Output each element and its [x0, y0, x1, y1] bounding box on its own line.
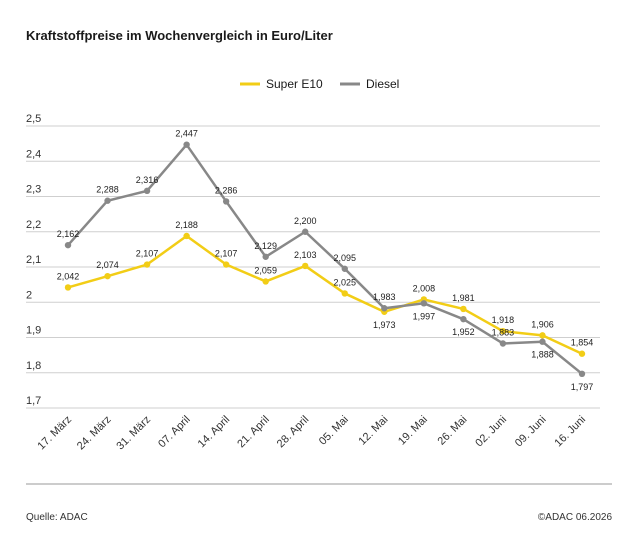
data-label: 2,200: [294, 216, 317, 226]
data-label: 2,129: [254, 241, 277, 251]
data-point: [143, 187, 151, 195]
y-tick-label: 1,9: [26, 325, 41, 337]
x-tick-label: 28. April: [275, 414, 312, 451]
data-label: 1,854: [571, 338, 594, 348]
source-note: Quelle: ADAC: [26, 512, 88, 523]
y-tick-label: 1,7: [26, 395, 41, 407]
x-tick-label: 16. Juni: [552, 414, 588, 450]
x-axis-ticks: 17. März 24. März 31. März 07. April 14. Apr…: [35, 414, 588, 453]
data-point: [104, 272, 111, 280]
data-label: 1,918: [492, 315, 515, 325]
data-point: [302, 228, 309, 235]
data-point: [262, 253, 269, 260]
x-tick-label: 26. Mai: [436, 414, 470, 448]
x-tick-label: 24. März: [75, 414, 114, 453]
data-point: [222, 198, 230, 205]
data-point: [341, 290, 348, 297]
data-label: 2,286: [215, 185, 238, 195]
data-point: [578, 350, 586, 357]
data-label: 2,042: [57, 271, 80, 281]
data-label: 2,095: [334, 253, 357, 263]
x-tick-label: 17. März: [35, 414, 74, 453]
data-point: [499, 340, 507, 347]
chart-title: Kraftstoffpreise im Wochenvergleich in E…: [26, 28, 333, 43]
x-tick-label: 12. Mai: [356, 414, 390, 448]
data-label: 2,074: [96, 260, 119, 270]
data-label: 2,107: [215, 249, 238, 259]
legend-label: Super E10: [266, 77, 323, 91]
data-label: 1,952: [452, 327, 475, 337]
data-label: 2,107: [136, 249, 159, 259]
x-tick-label: 21. April: [235, 414, 272, 451]
data-point: [183, 232, 190, 240]
data-point: [64, 284, 72, 291]
x-tick-label: 02. Juni: [473, 414, 509, 450]
data-point: [104, 197, 111, 204]
data-point: [64, 241, 72, 249]
copyright-note: ©ADAC 06.2026: [537, 512, 612, 523]
series-line-super-e10: [67, 234, 583, 355]
data-label: 1,797: [571, 382, 594, 392]
data-label: 2,008: [413, 283, 436, 293]
grid-lines: [26, 125, 600, 409]
x-tick-label: 19. Mai: [396, 414, 430, 448]
line-chart: 1,7 1,8 1,9 2 2,1 2,2 2,3 2,4 2,5 17. März 24. Mä…: [26, 77, 612, 485]
x-tick-label: 05. Mai: [317, 414, 351, 448]
data-label: 2,188: [175, 220, 198, 230]
data-point: [302, 262, 309, 270]
y-tick-label: 2,4: [26, 148, 41, 160]
data-label: 2,059: [254, 265, 277, 275]
data-label: 1,906: [531, 319, 554, 329]
x-tick-label: 14. April: [196, 414, 233, 451]
data-label: 2,288: [96, 185, 119, 195]
x-tick-label: 07. April: [156, 414, 193, 451]
data-labels: 2,042 2,074 2,107 2,188 2,107 2,059 2,103 2,025…: [57, 129, 594, 392]
data-label: 2,162: [57, 229, 80, 239]
data-point: [539, 332, 546, 339]
series-points: [64, 141, 586, 378]
data-point: [499, 327, 507, 335]
data-label: 1,973: [373, 320, 396, 330]
data-point: [381, 305, 388, 312]
series-lines: [67, 143, 583, 375]
legend-label: Diesel: [366, 77, 399, 91]
data-label: 1,883: [492, 327, 515, 337]
data-point: [578, 370, 586, 378]
data-point: [539, 338, 546, 345]
data-point: [143, 261, 151, 268]
y-tick-label: 2,3: [26, 184, 41, 196]
legend: Super E10 Diesel: [240, 77, 399, 91]
data-point: [262, 278, 269, 285]
data-point: [420, 300, 428, 307]
data-label: 2,316: [136, 175, 159, 185]
data-point: [460, 315, 467, 323]
data-label: 1,997: [413, 311, 436, 321]
y-tick-label: 2,1: [26, 254, 41, 266]
y-tick-label: 1,8: [26, 360, 41, 372]
data-label: 2,447: [175, 129, 198, 139]
y-tick-label: 2: [26, 289, 32, 301]
data-label: 2,103: [294, 250, 317, 260]
data-point: [222, 261, 230, 268]
y-tick-label: 2,5: [26, 113, 41, 125]
data-label: 1,981: [452, 293, 475, 303]
data-point: [183, 141, 190, 148]
data-point: [341, 265, 348, 272]
x-tick-label: 31. März: [114, 414, 153, 453]
series-line-diesel: [67, 143, 583, 375]
x-tick-label: 09. Juni: [513, 414, 549, 450]
data-label: 1,888: [531, 350, 554, 360]
data-label: 1,983: [373, 292, 396, 302]
y-axis-ticks: 1,7 1,8 1,9 2 2,1 2,2 2,3 2,4 2,5: [26, 113, 41, 407]
data-point: [460, 305, 467, 313]
y-tick-label: 2,2: [26, 219, 41, 231]
data-label: 2,025: [334, 277, 357, 287]
